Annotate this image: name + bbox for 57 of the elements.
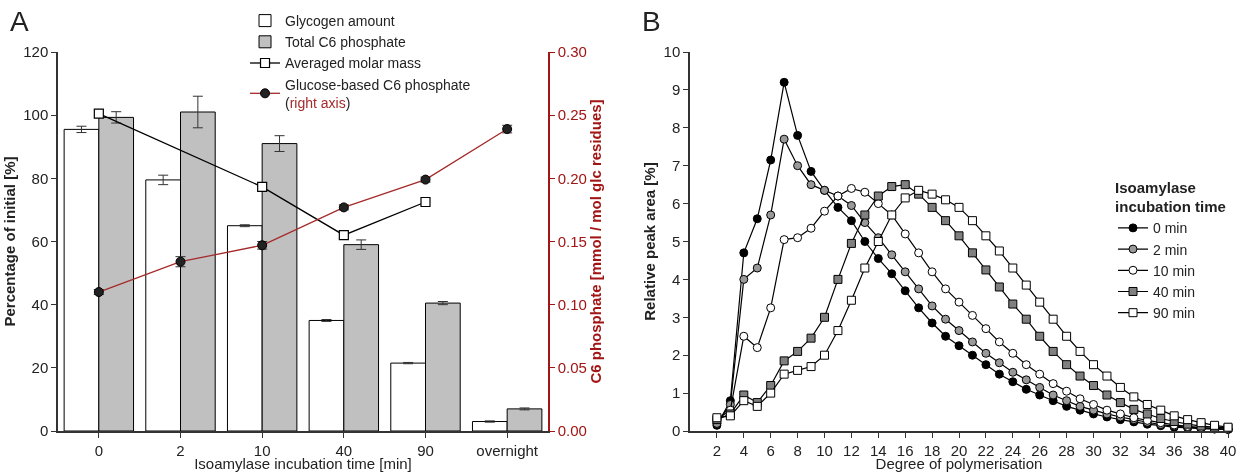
x-tick-label: 4 — [739, 441, 748, 459]
y-tick-label: 4 — [671, 270, 681, 288]
legend-label: 2 min — [1153, 241, 1188, 258]
y2-tick-label: 0.10 — [557, 295, 587, 313]
y2-axis-title: C6 phosphate [mmol / mol glc residues] — [586, 99, 604, 384]
y-axis-title: Percentage of initial [%] — [0, 156, 18, 327]
legend-title: Isoamylase incubation time — [1115, 178, 1226, 216]
x-tick-label: 2 — [176, 441, 185, 459]
y-tick-label: 7 — [671, 156, 681, 174]
chart-title: A — [10, 6, 29, 37]
y-tick-label: 120 — [23, 43, 49, 61]
y2-tick-label: 0.20 — [557, 169, 587, 187]
y2-tick-label: 0.05 — [557, 359, 587, 377]
y-tick-label: 0 — [671, 422, 681, 440]
y2-tick-label: 0.15 — [557, 232, 587, 250]
y-axis-title: Relative peak area [%] — [641, 162, 659, 321]
x-tick-label: 90 — [417, 441, 434, 459]
legend-label: 0 min — [1153, 220, 1188, 237]
y-tick-label: 9 — [671, 81, 681, 99]
y-tick-label: 0 — [39, 422, 49, 440]
legend-label: Averaged molar mass — [285, 55, 421, 72]
x-tick-label: 28 — [1058, 441, 1075, 459]
x-tick-label: 8 — [793, 441, 802, 459]
x-tick-label: 34 — [1138, 441, 1156, 459]
legend-label: Glucose-based C6 phosphate (right axis) — [285, 76, 471, 111]
y-tick-label: 2 — [671, 346, 681, 364]
y-tick-label: 20 — [31, 359, 49, 377]
y-tick-label: 8 — [671, 119, 681, 137]
x-tick-label: 40 — [1219, 441, 1237, 459]
y2-tick-label: 0.00 — [557, 422, 587, 440]
y2-tick-label: 0.30 — [557, 43, 587, 61]
y-tick-label: 6 — [671, 194, 681, 212]
y-tick-label: 5 — [671, 232, 681, 250]
legend-label: Total C6 phosphate — [285, 34, 406, 51]
x-tick-label: 2 — [712, 441, 722, 459]
y-tick-label: 60 — [31, 232, 49, 250]
y-tick-label: 10 — [663, 43, 681, 61]
x-tick-label: 10 — [816, 441, 833, 459]
legend-label: 40 min — [1153, 283, 1196, 300]
x-tick-label: 6 — [766, 441, 775, 459]
x-tick-label: overnight — [476, 441, 539, 459]
legend-label: Glycogen amount — [285, 13, 395, 30]
y-tick-label: 100 — [23, 106, 49, 124]
x-tick-label: 32 — [1112, 441, 1129, 459]
y-tick-label: 40 — [31, 295, 49, 313]
y-tick-label: 3 — [671, 308, 681, 326]
y-tick-label: 80 — [31, 169, 49, 187]
chart-title: B — [642, 6, 661, 37]
x-tick-label: 30 — [1085, 441, 1102, 459]
y2-tick-label: 0.25 — [557, 106, 587, 124]
x-tick-label: 12 — [843, 441, 860, 459]
legend-label: 90 min — [1153, 305, 1196, 322]
x-tick-label: 0 — [94, 441, 103, 459]
y-tick-label: 1 — [671, 384, 681, 402]
legend-label: 10 min — [1153, 262, 1196, 279]
x-tick-label: 38 — [1192, 441, 1210, 459]
x-tick-label: 36 — [1165, 441, 1183, 459]
